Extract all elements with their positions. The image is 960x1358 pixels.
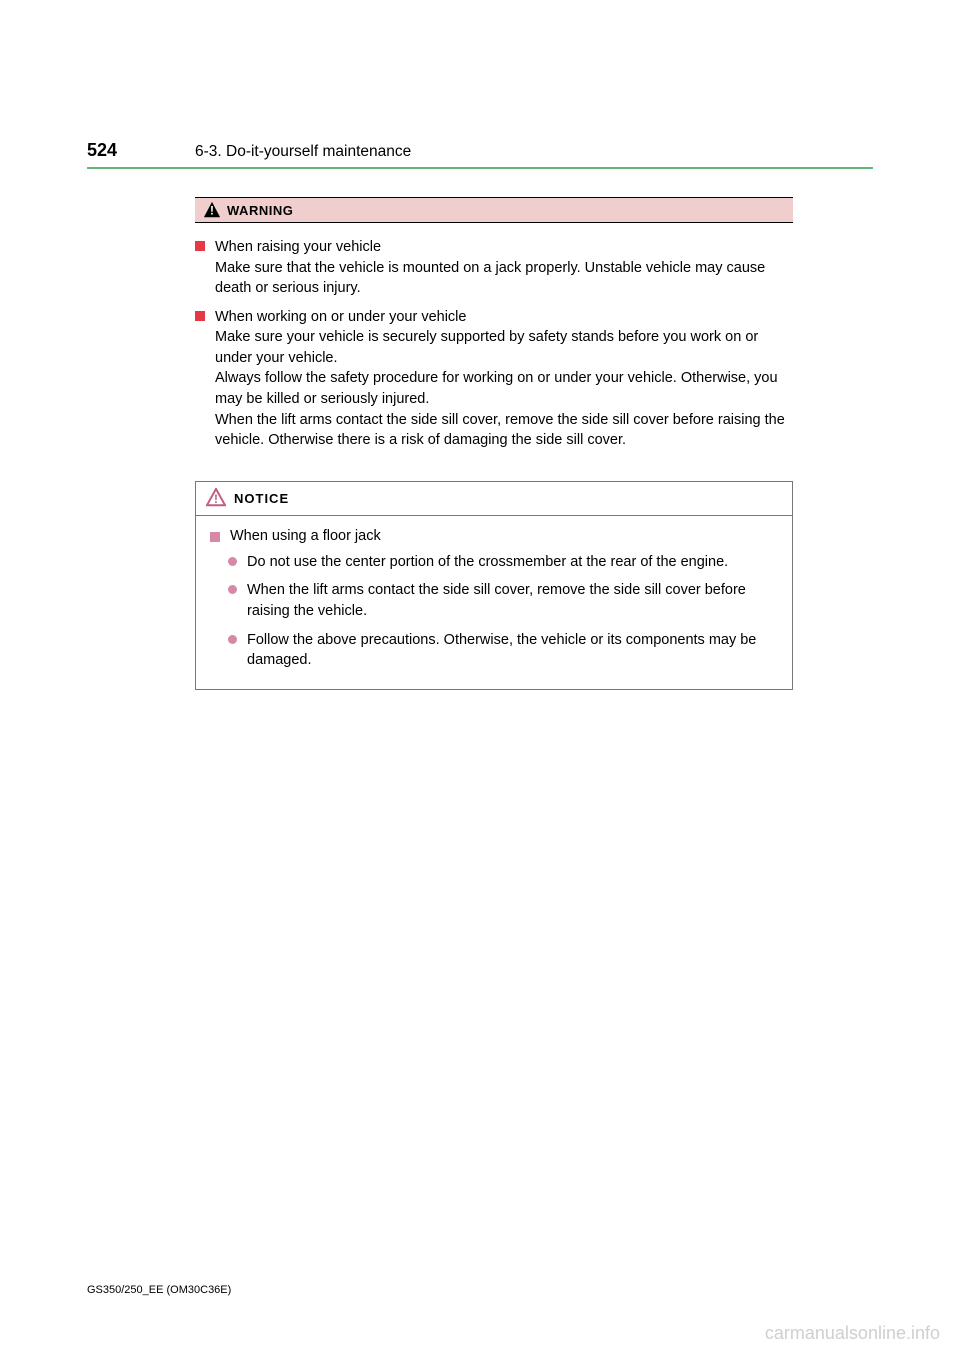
pink-square-bullet-icon bbox=[210, 532, 220, 542]
pink-dot-icon bbox=[228, 557, 237, 566]
notice-bullet-text: Do not use the center portion of the cro… bbox=[247, 552, 728, 573]
warning-item: When raising your vehicleMake sure that … bbox=[195, 237, 793, 299]
chapter-title: 6-3. Do-it-yourself maintenance bbox=[195, 143, 411, 161]
warning-triangle-icon: ! bbox=[203, 201, 221, 219]
red-square-bullet-icon bbox=[195, 311, 205, 321]
notice-box: ! NOTICE When using a floor jack Do not … bbox=[195, 481, 793, 690]
pink-dot-icon bbox=[228, 585, 237, 594]
notice-title: When using a floor jack bbox=[230, 528, 381, 544]
notice-bullet: Follow the above precautions. Otherwise,… bbox=[228, 630, 778, 671]
notice-body: When using a floor jack Do not use the c… bbox=[196, 516, 792, 689]
notice-triangle-icon: ! bbox=[206, 488, 226, 508]
header: 524 6-3. Do-it-yourself maintenance bbox=[87, 140, 873, 161]
notice-title-row: When using a floor jack bbox=[210, 528, 778, 544]
content-area: ! WARNING When raising your vehicleMake … bbox=[195, 197, 793, 690]
footer-code: GS350/250_EE (OM30C36E) bbox=[87, 1284, 231, 1296]
warning-header: ! WARNING bbox=[195, 197, 793, 223]
svg-text:!: ! bbox=[210, 205, 214, 218]
notice-bullet: When the lift arms contact the side sill… bbox=[228, 580, 778, 621]
warning-text: When working on or under your vehicleMak… bbox=[215, 307, 793, 451]
red-square-bullet-icon bbox=[195, 241, 205, 251]
warning-text: When raising your vehicleMake sure that … bbox=[215, 237, 793, 299]
warning-label: WARNING bbox=[227, 203, 293, 218]
notice-label: NOTICE bbox=[234, 491, 289, 506]
notice-bullet-text: When the lift arms contact the side sill… bbox=[247, 580, 778, 621]
page-number: 524 bbox=[87, 140, 195, 161]
notice-bullet-text: Follow the above precautions. Otherwise,… bbox=[247, 630, 778, 671]
pink-dot-icon bbox=[228, 635, 237, 644]
watermark: carmanualsonline.info bbox=[765, 1323, 940, 1344]
svg-text:!: ! bbox=[214, 492, 218, 506]
notice-header: ! NOTICE bbox=[196, 482, 792, 516]
warning-item: When working on or under your vehicleMak… bbox=[195, 307, 793, 451]
notice-bullet: Do not use the center portion of the cro… bbox=[228, 552, 778, 573]
divider-line bbox=[87, 167, 873, 169]
